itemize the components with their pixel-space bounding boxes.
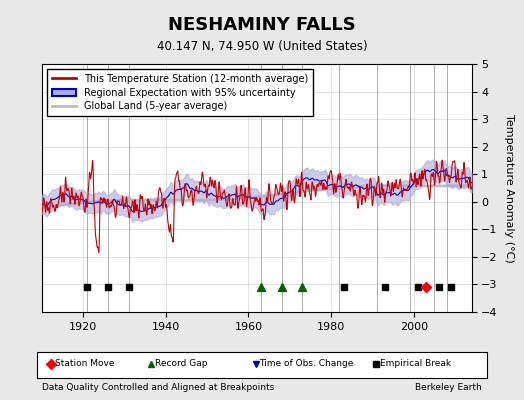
Regional Expectation with 95% uncertainty	[210, 192, 216, 197]
Line: Regional Expectation with 95% uncertainty: Regional Expectation with 95% uncertaint…	[42, 170, 472, 212]
This Temperature Station (12-month average)	[277, 188, 283, 193]
Global Land (5-year average)	[319, 187, 325, 192]
Regional Expectation with 95% uncertainty	[277, 197, 283, 202]
Text: Time of Obs. Change: Time of Obs. Change	[259, 360, 354, 368]
Regional Expectation with 95% uncertainty	[441, 168, 447, 172]
Regional Expectation with 95% uncertainty	[408, 184, 414, 188]
Y-axis label: Temperature Anomaly (°C): Temperature Anomaly (°C)	[505, 114, 515, 262]
Regional Expectation with 95% uncertainty	[39, 202, 45, 207]
This Temperature Station (12-month average)	[96, 250, 102, 255]
Regional Expectation with 95% uncertainty	[430, 167, 436, 172]
This Temperature Station (12-month average)	[441, 170, 447, 175]
Global Land (5-year average)	[210, 198, 216, 202]
This Temperature Station (12-month average)	[397, 178, 403, 182]
Line: This Temperature Station (12-month average): This Temperature Station (12-month avera…	[42, 160, 472, 252]
Regional Expectation with 95% uncertainty	[319, 178, 325, 183]
Text: Record Gap: Record Gap	[155, 360, 207, 368]
Regional Expectation with 95% uncertainty	[468, 180, 475, 185]
This Temperature Station (12-month average)	[319, 180, 325, 185]
Text: Time of Obs. Change: Time of Obs. Change	[259, 360, 354, 368]
Global Land (5-year average)	[468, 183, 475, 188]
This Temperature Station (12-month average)	[408, 173, 414, 178]
Global Land (5-year average)	[408, 184, 414, 188]
Text: Record Gap: Record Gap	[155, 360, 207, 368]
Global Land (5-year average)	[440, 184, 446, 188]
Global Land (5-year average)	[397, 183, 403, 188]
Legend: This Temperature Station (12-month average), Regional Expectation with 95% uncer: This Temperature Station (12-month avera…	[47, 69, 313, 116]
Global Land (5-year average)	[276, 192, 282, 197]
Text: 40.147 N, 74.950 W (United States): 40.147 N, 74.950 W (United States)	[157, 40, 367, 53]
Text: Empirical Break: Empirical Break	[380, 360, 451, 368]
Text: Data Quality Controlled and Aligned at Breakpoints: Data Quality Controlled and Aligned at B…	[42, 383, 274, 392]
This Temperature Station (12-month average)	[39, 210, 45, 215]
Text: Empirical Break: Empirical Break	[380, 360, 451, 368]
Text: Station Move: Station Move	[55, 360, 115, 368]
Regional Expectation with 95% uncertainty	[397, 190, 403, 195]
This Temperature Station (12-month average)	[468, 185, 475, 190]
Global Land (5-year average)	[39, 204, 45, 209]
Regional Expectation with 95% uncertainty	[139, 209, 145, 214]
Text: Station Move: Station Move	[55, 360, 115, 368]
Text: Berkeley Earth: Berkeley Earth	[416, 383, 482, 392]
Text: NESHAMINY FALLS: NESHAMINY FALLS	[168, 16, 356, 34]
This Temperature Station (12-month average)	[439, 158, 445, 162]
Line: Global Land (5-year average): Global Land (5-year average)	[42, 186, 472, 206]
This Temperature Station (12-month average)	[210, 179, 216, 184]
